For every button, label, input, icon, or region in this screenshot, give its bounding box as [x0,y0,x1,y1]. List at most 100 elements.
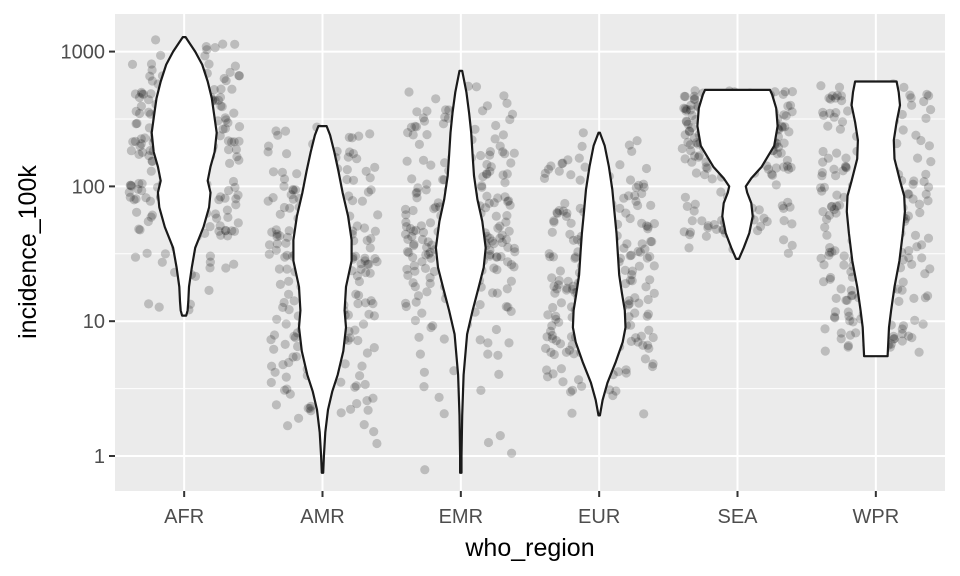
data-point [683,137,693,147]
data-point [494,369,504,379]
data-point [839,251,849,261]
data-point [146,166,156,176]
data-point [917,253,927,263]
data-point [305,403,315,413]
data-point [482,191,492,201]
data-point [272,239,282,249]
data-point [401,210,411,220]
data-point [264,141,274,151]
data-point [485,251,495,261]
data-point [509,148,519,158]
data-point [836,328,846,338]
data-point [348,149,358,159]
data-point [786,162,796,173]
data-point [904,189,914,199]
data-point [478,172,488,182]
data-point [352,271,362,281]
data-point [556,364,567,374]
data-point [363,187,373,197]
data-point [546,161,556,171]
data-point [570,253,580,263]
data-point [220,113,230,123]
data-point [422,130,432,140]
data-point [498,147,508,157]
data-point [279,297,289,308]
data-point [215,92,226,102]
data-point [624,140,635,150]
data-point [223,118,233,128]
data-point [923,291,933,301]
data-point [703,221,713,231]
data-point [690,94,700,104]
data-point [562,208,572,218]
data-point [488,288,498,298]
data-point [425,273,435,283]
data-point [275,209,285,219]
data-point [278,360,288,370]
data-point [621,208,631,218]
data-point [818,107,828,117]
data-point [631,196,641,206]
data-point [288,352,298,362]
data-point [625,213,635,224]
data-point [228,176,239,187]
data-point [823,121,833,131]
data-point [562,283,572,293]
data-point [419,367,429,377]
data-point [285,203,295,213]
data-point [824,210,835,220]
data-point [685,140,695,150]
data-point [491,211,501,221]
data-point [682,117,692,127]
data-point [640,354,651,364]
data-point [563,276,573,286]
data-point [288,184,298,195]
data-point [126,180,136,190]
data-point [836,284,846,294]
data-point [268,167,279,177]
data-point [136,87,147,97]
data-point [548,302,558,313]
data-point [348,175,359,185]
data-point [647,361,658,372]
data-point [680,192,691,202]
data-point [825,247,835,257]
data-point [223,231,233,241]
data-point [264,249,274,259]
data-point [403,128,413,138]
data-point [131,194,141,204]
data-point [615,160,625,170]
data-point [497,237,507,248]
data-point [620,279,631,289]
data-point [680,130,690,140]
data-point [825,274,835,284]
data-point [823,153,834,163]
data-point [346,404,356,414]
data-point [826,272,836,283]
data-point [289,296,299,306]
data-point [360,298,371,308]
violin-afr [150,36,218,317]
data-point [284,276,294,286]
data-point [549,349,559,360]
data-point [564,345,575,355]
data-point [822,230,832,240]
data-point [836,91,847,101]
data-point [231,200,241,210]
data-point [227,137,237,147]
data-point [412,193,422,203]
data-point [684,126,695,136]
data-point [416,221,426,231]
data-point [476,150,486,161]
data-point [354,290,364,300]
data-point [426,322,436,333]
data-point [689,206,699,216]
data-point [831,208,841,218]
data-point [221,76,231,86]
data-point [826,202,837,212]
data-point [353,335,363,346]
data-point [418,155,429,165]
data-point [357,361,367,371]
data-point [904,246,914,256]
